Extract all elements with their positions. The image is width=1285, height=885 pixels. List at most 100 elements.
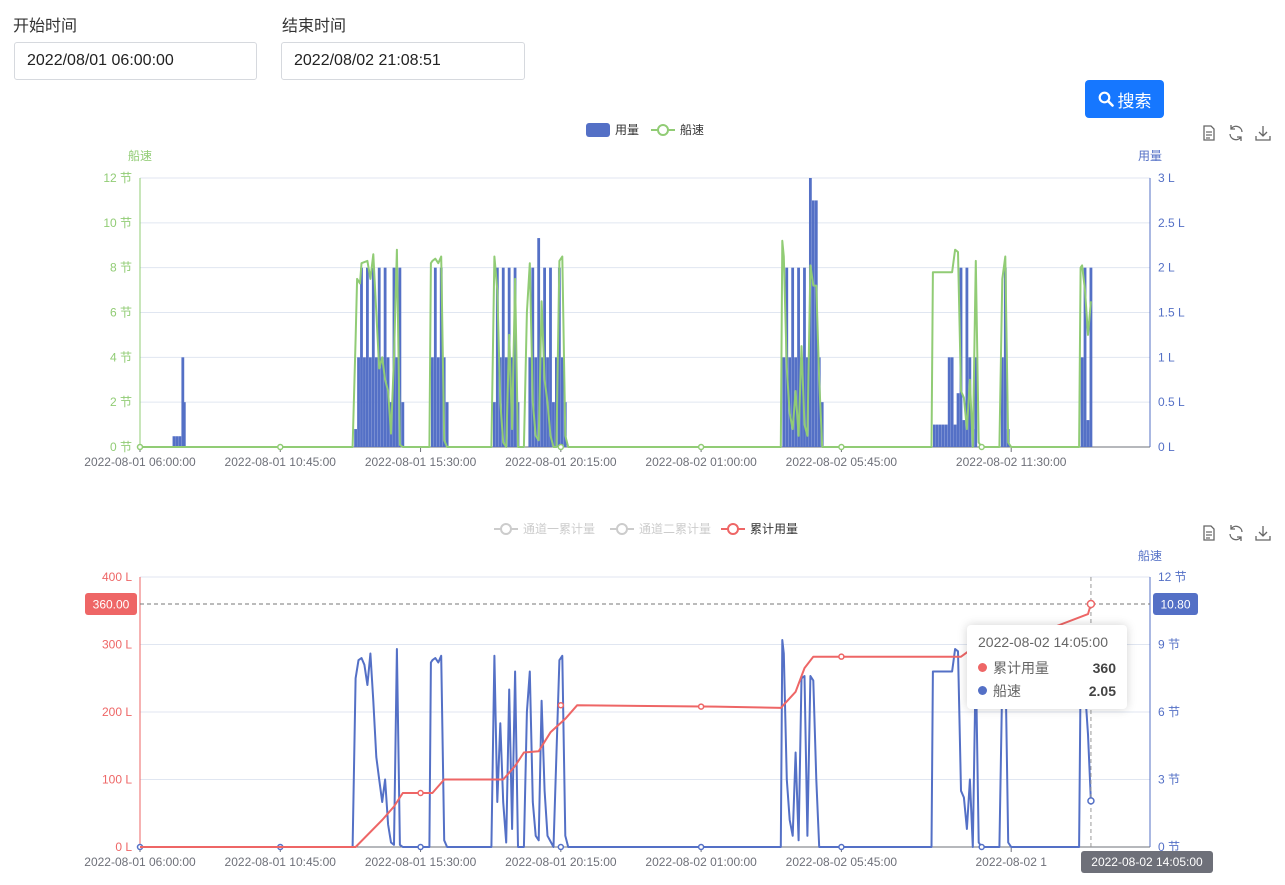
usage-bar bbox=[962, 420, 966, 447]
usage-bar bbox=[354, 429, 357, 447]
start-time-input[interactable] bbox=[14, 42, 257, 80]
speed-point bbox=[417, 843, 424, 851]
data-view-icon[interactable] bbox=[1200, 124, 1218, 142]
usage-bar bbox=[557, 267, 561, 447]
right-tick-label: 2 L bbox=[1158, 261, 1175, 275]
usage-bar bbox=[395, 357, 399, 447]
usage-bar bbox=[492, 402, 496, 447]
x-tick-label: 2022-08-01 06:00:00 bbox=[84, 455, 196, 469]
download-icon[interactable] bbox=[1254, 524, 1272, 542]
right-tick-label: 0.5 L bbox=[1158, 395, 1185, 409]
usage-bar bbox=[398, 267, 402, 447]
speed-point bbox=[277, 443, 284, 451]
right-tick-label: 12 节 bbox=[1158, 570, 1187, 584]
left-tick-label: 2 节 bbox=[110, 395, 132, 409]
x-tick-label: 2022-08-02 01:00:00 bbox=[645, 855, 757, 869]
end-time-label: 结束时间 bbox=[282, 18, 347, 35]
tooltip-title: 2022-08-02 14:05:00 bbox=[978, 634, 1108, 650]
legend-marker bbox=[727, 523, 739, 535]
legend-label: 累计用量 bbox=[750, 522, 798, 536]
left-tick-label: 6 节 bbox=[110, 306, 132, 320]
hover-point-speed bbox=[1087, 797, 1095, 805]
usage-bar bbox=[935, 424, 939, 447]
download-icon[interactable] bbox=[1254, 124, 1272, 142]
usage-bar bbox=[172, 436, 176, 447]
speed-point bbox=[697, 443, 705, 451]
right-tick-label: 0 L bbox=[1158, 440, 1175, 454]
start-time-label: 开始时间 bbox=[13, 18, 78, 35]
usage-bar bbox=[953, 424, 957, 447]
x-tick-label: 2022-08-02 1 bbox=[976, 855, 1048, 869]
tooltip-series-value: 360 bbox=[1092, 659, 1116, 676]
usage-bar bbox=[797, 267, 800, 447]
data-view-icon[interactable] bbox=[1200, 524, 1218, 542]
right-axis-name: 船速 bbox=[1138, 549, 1162, 563]
left-tick-label: 0 L bbox=[115, 840, 132, 854]
x-tick-label: 2022-08-02 11:30:00 bbox=[956, 455, 1067, 469]
legend-marker bbox=[616, 523, 628, 535]
refresh-icon[interactable] bbox=[1227, 524, 1245, 542]
right-tick-label: 1.5 L bbox=[1158, 306, 1185, 320]
end-time-input[interactable] bbox=[281, 42, 525, 80]
speed-point bbox=[838, 443, 845, 451]
usage-bar bbox=[439, 267, 443, 447]
speed-line bbox=[140, 239, 1092, 448]
usage-bar bbox=[175, 436, 179, 447]
left-axis-name: 船速 bbox=[128, 149, 152, 163]
chart-tooltip: 2022-08-02 14:05:00 累计用量 360 船速 2.05 bbox=[967, 625, 1127, 709]
tooltip-series-value: 2.05 bbox=[1088, 682, 1116, 699]
x-tick-label: 2022-08-01 06:00:00 bbox=[84, 855, 196, 869]
tooltip-dot bbox=[978, 663, 987, 672]
x-tick-label: 2022-08-02 05:45:00 bbox=[786, 455, 898, 469]
usage-bar bbox=[933, 424, 936, 447]
speed-point bbox=[978, 443, 985, 451]
axis-pointer-x-badge bbox=[1081, 851, 1213, 873]
speed-point bbox=[697, 843, 705, 851]
speed-point bbox=[557, 843, 565, 851]
right-tick-label: 6 节 bbox=[1158, 705, 1180, 719]
axis-pointer-right-badge bbox=[1153, 593, 1198, 615]
left-tick-label: 12 节 bbox=[103, 171, 132, 185]
usage-bar bbox=[1089, 267, 1093, 447]
usage-bar bbox=[365, 267, 369, 447]
usage-bar bbox=[947, 357, 951, 447]
right-tick-label: 0 节 bbox=[1158, 840, 1180, 854]
x-tick-label: 2022-08-02 01:00:00 bbox=[645, 455, 757, 469]
x-tick-label: 2022-08-01 15:30:00 bbox=[365, 855, 477, 869]
right-tick-label: 9 节 bbox=[1158, 638, 1180, 652]
usage-bar bbox=[1000, 357, 1004, 447]
usage-bar bbox=[811, 200, 815, 447]
usage-bar bbox=[549, 267, 552, 447]
x-tick-label: 2022-08-01 15:30:00 bbox=[365, 455, 477, 469]
usage-bar bbox=[950, 357, 954, 447]
usage-bar bbox=[374, 357, 378, 447]
usage-bar bbox=[357, 357, 360, 447]
usage-bar bbox=[363, 357, 366, 447]
search-button[interactable]: 搜索 bbox=[1085, 80, 1164, 118]
axis-pointer-right-label: 10.80 bbox=[1160, 598, 1190, 612]
usage-bar bbox=[504, 357, 508, 447]
usage-bar bbox=[941, 424, 945, 447]
speed-point bbox=[557, 443, 565, 451]
left-tick-label: 0 节 bbox=[110, 440, 132, 454]
usage-bar bbox=[513, 267, 517, 447]
cumulative-point bbox=[697, 703, 705, 710]
search-button-label: 搜索 bbox=[1117, 91, 1152, 111]
x-tick-label: 2022-08-01 10:45:00 bbox=[225, 855, 337, 869]
usage-bar bbox=[803, 267, 806, 447]
right-tick-label: 3 节 bbox=[1158, 773, 1180, 787]
usage-bar bbox=[814, 200, 818, 447]
refresh-icon[interactable] bbox=[1227, 124, 1245, 142]
usage-bar bbox=[956, 393, 960, 447]
usage-bar bbox=[501, 267, 505, 447]
x-tick-label: 2022-08-02 05:45:00 bbox=[786, 855, 898, 869]
right-tick-label: 2.5 L bbox=[1158, 216, 1185, 230]
axis-pointer-left-badge bbox=[85, 593, 137, 615]
hover-point-cumulative bbox=[1086, 599, 1096, 609]
usage-bar bbox=[968, 357, 972, 447]
usage-bar bbox=[944, 424, 948, 447]
legend-usage-swatch bbox=[586, 123, 610, 137]
cumulative-line bbox=[140, 603, 1092, 848]
